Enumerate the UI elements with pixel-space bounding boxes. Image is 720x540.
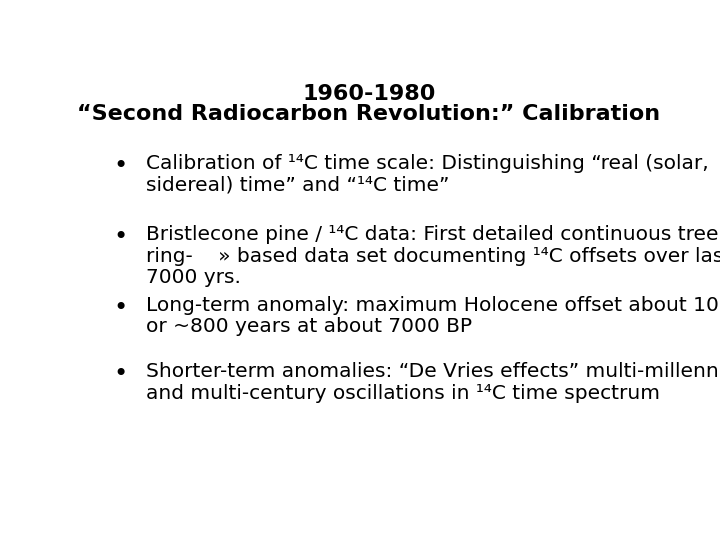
Text: Long-term anomaly: maximum Holocene offset about 10%: Long-term anomaly: maximum Holocene offs… [145, 295, 720, 315]
Text: •: • [114, 225, 128, 249]
Text: ring-    » based data set documenting ¹⁴C offsets over last: ring- » based data set documenting ¹⁴C o… [145, 246, 720, 266]
Text: and multi-century oscillations in ¹⁴C time spectrum: and multi-century oscillations in ¹⁴C ti… [145, 384, 660, 403]
Text: sidereal) time” and “¹⁴C time”: sidereal) time” and “¹⁴C time” [145, 176, 449, 195]
Text: •: • [114, 295, 128, 320]
Text: Calibration of ¹⁴C time scale: Distinguishing “real (solar,: Calibration of ¹⁴C time scale: Distingui… [145, 154, 708, 173]
Text: 7000 yrs.: 7000 yrs. [145, 268, 240, 287]
Text: or ~800 years at about 7000 BP: or ~800 years at about 7000 BP [145, 317, 472, 336]
Text: Shorter-term anomalies: “De Vries effects” multi-millennial: Shorter-term anomalies: “De Vries effect… [145, 362, 720, 381]
Text: •: • [114, 154, 128, 178]
Text: 1960-1980: 1960-1980 [302, 84, 436, 104]
Text: •: • [114, 362, 128, 386]
Text: “Second Radiocarbon Revolution:” Calibration: “Second Radiocarbon Revolution:” Calibra… [78, 104, 660, 124]
Text: Bristlecone pine / ¹⁴C data: First detailed continuous tree: Bristlecone pine / ¹⁴C data: First detai… [145, 225, 719, 244]
